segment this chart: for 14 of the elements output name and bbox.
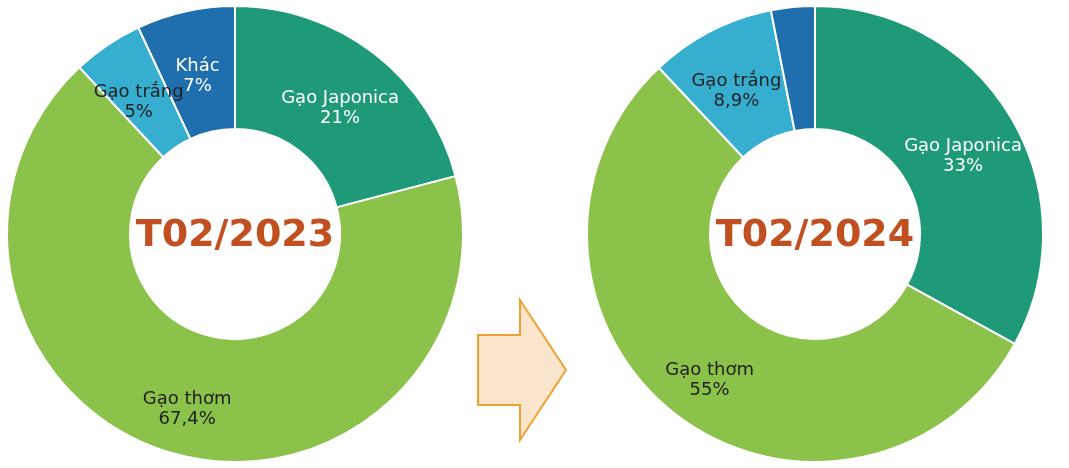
text: T02/2024	[715, 211, 915, 255]
data-label: 33%	[943, 154, 984, 176]
slice-label: Gạo trắng	[691, 68, 782, 90]
text: T02/2023	[135, 211, 335, 255]
slice-label: Gạo thơm	[665, 357, 754, 379]
data-label: 5%	[124, 99, 153, 121]
slice-label: Gạo Japonica	[281, 85, 399, 107]
data-label: 8,9%	[713, 88, 760, 110]
slice-label: Khác	[175, 54, 220, 76]
slice-label: Gạo thơm	[142, 387, 232, 409]
data-label: 67,4%	[158, 407, 216, 429]
data-label: 7%	[183, 74, 212, 96]
data-label: 55%	[689, 377, 730, 399]
slice-label: Gạo Japonica	[904, 134, 1022, 156]
